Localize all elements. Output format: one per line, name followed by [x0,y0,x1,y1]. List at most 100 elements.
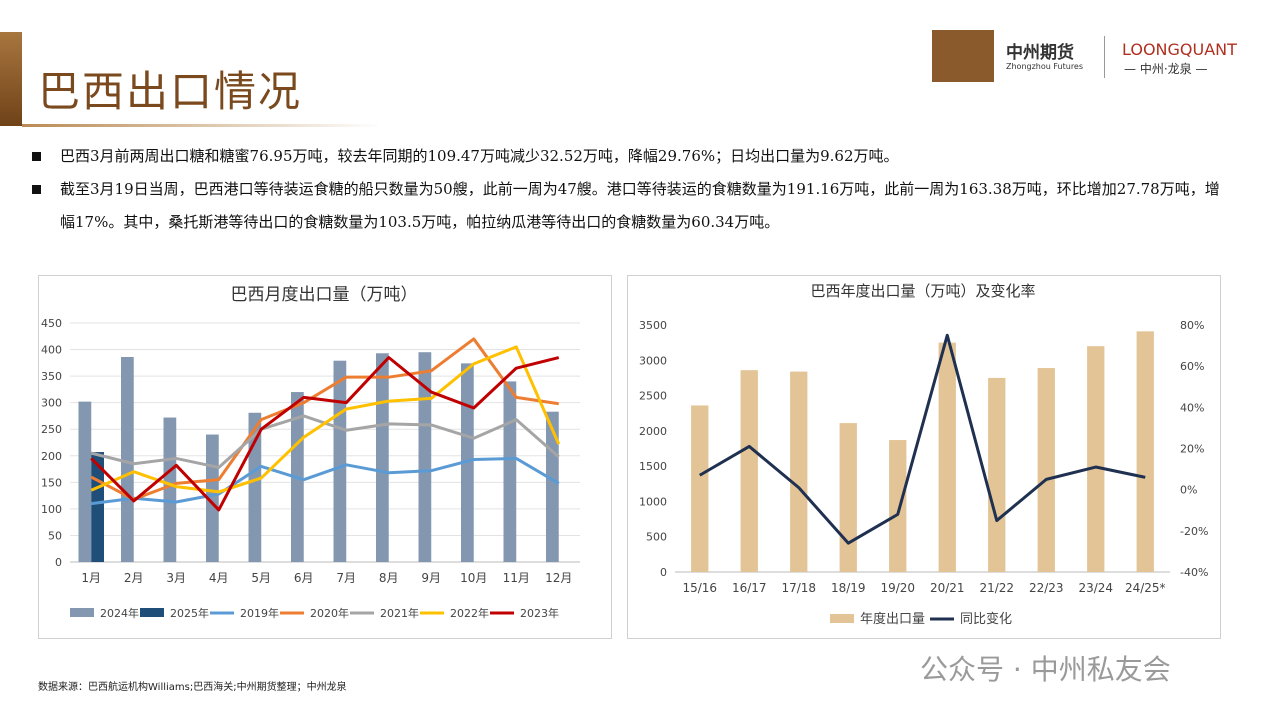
y2-tick-label: 0% [1180,484,1197,497]
bar [988,377,1006,572]
x-tick-label: 3月 [166,571,186,585]
title-rule [22,124,382,127]
x-tick-label: 5月 [251,571,271,585]
bullet: 截至3月19日当周，巴西港口等待装运食糖的船只数量为50艘，此前一周为47艘。港… [32,173,1232,239]
y-tick-label: 200 [41,450,62,463]
y-tick-label: 50 [48,529,62,542]
line [90,345,561,494]
x-tick-label: 21/22 [979,581,1014,595]
bar [740,370,758,572]
y2-tick-label: -20% [1180,525,1208,538]
bullet-text: 巴西3月前两周出口糖和糖蜜76.95万吨，较去年同期的109.47万吨减少32.… [60,147,899,165]
y-tick-label: 300 [41,397,62,410]
bar [1136,331,1154,572]
y2-tick-label: 40% [1180,401,1204,414]
x-tick-label: 18/19 [831,581,866,595]
x-tick-label: 4月 [209,571,229,585]
y-tick-label: 100 [41,503,62,516]
y-tick-label: 150 [41,476,62,489]
y-tick-label: 3500 [639,319,667,332]
source: 数据来源：巴西航运机构Williams;巴西海关;中州期货整理；中州龙泉 [38,682,347,693]
chart-frame [38,275,612,639]
x-tick-label: 24/25* [1125,581,1166,595]
x-tick-label: 19/20 [880,581,915,595]
y-tick-label: 1000 [639,495,667,508]
legend-label: 2025年 [170,606,209,620]
watermark: 公众号 · 中州私友会 [920,653,1171,686]
line [90,337,559,501]
chart-title: 巴西月度出口量（万吨） [231,285,418,305]
legend-label: 2021年 [380,606,419,620]
y-tick-label: 2000 [639,425,667,438]
y-tick-label: 0 [55,556,62,569]
x-tick-label: 22/23 [1029,581,1064,595]
line [90,356,560,512]
x-tick-label: 7月 [336,571,356,585]
y-tick-label: 450 [41,317,62,330]
legend-label: 2019年 [240,606,279,620]
y-tick-label: 3000 [639,354,667,367]
slide-title: 巴西出口情况 [38,67,303,116]
y2-tick-label: 80% [1180,319,1204,332]
x-tick-label: 6月 [294,571,314,585]
x-tick-label: 9月 [421,571,441,585]
bar [333,360,347,562]
bar [1037,368,1055,572]
brand-en: Zhongzhou Futures [1006,62,1084,71]
legend-label: 2022年 [450,606,489,620]
divider [1104,36,1105,78]
legend-label: 2020年 [310,606,349,620]
x-tick-label: 8月 [379,571,399,585]
y-tick-label: 1500 [639,460,667,473]
y-tick-label: 0 [660,566,667,579]
legend-label: 同比变化 [960,611,1012,627]
bullet-text: 截至3月19日当周，巴西港口等待装运食糖的船只数量为50艘，此前一周为47艘。港… [60,180,1220,231]
legend-label: 2023年 [520,606,559,620]
bar [546,411,559,562]
line [91,456,560,506]
x-tick-label: 20/21 [930,581,965,595]
x-tick-label: 2月 [124,571,144,585]
legend-swatch [140,608,164,617]
y2-tick-label: 60% [1180,360,1204,373]
legend-swatch [70,608,94,617]
bar [418,352,432,562]
y2-tick-label: 20% [1180,443,1204,456]
legend-swatch [830,614,854,623]
legend-label: 2024年 [100,606,139,620]
bar [889,440,907,572]
accent-bar [0,32,22,126]
x-tick-label: 16/17 [732,581,767,595]
bullet: 巴西3月前两周出口糖和糖蜜76.95万吨，较去年同期的109.47万吨减少32.… [32,140,1232,173]
line [698,333,1146,545]
chart-frame [627,275,1221,639]
bar [376,353,389,562]
x-tick-label: 1月 [81,571,101,585]
x-tick-label: 15/16 [682,581,717,595]
y2-tick-label: -40% [1180,566,1208,579]
x-tick-label: 10月 [460,571,487,585]
brand-cn: 中州期货 [1006,43,1074,63]
bar [1087,346,1105,572]
bar [121,356,134,562]
bar [503,381,517,562]
y-tick-label: 250 [41,423,62,436]
y-tick-label: 500 [646,531,667,544]
y-tick-label: 400 [41,344,62,357]
x-tick-label: 11月 [503,571,530,585]
bar [938,342,956,572]
x-tick-label: 23/24 [1078,581,1113,595]
chart-title: 巴西年度出口量（万吨）及变化率 [810,282,1035,300]
y-tick-label: 2500 [639,390,667,403]
bar [790,371,808,572]
brand2: LOONGQUANT [1122,40,1237,59]
bar [78,401,92,562]
bar [839,423,857,572]
bar [691,405,709,572]
legend-label: 年度出口量 [860,611,925,627]
x-tick-label: 12月 [545,571,572,585]
brand2-cn: — 中州·龙泉 — [1124,62,1208,76]
bar [163,417,177,562]
